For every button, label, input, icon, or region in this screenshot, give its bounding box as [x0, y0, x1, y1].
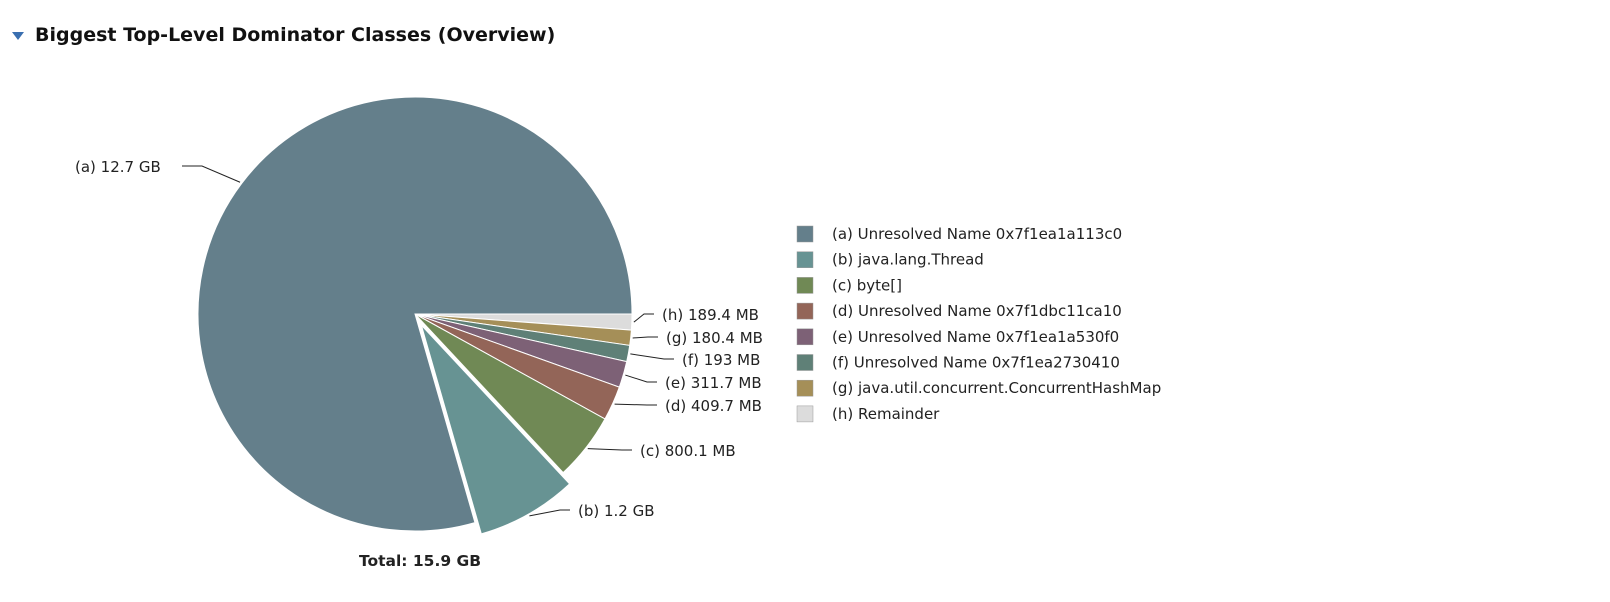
chart-legend: (a) Unresolved Name 0x7f1ea1a113c0 (b) ja…	[796, 225, 1161, 423]
slice-leader-line	[614, 403, 657, 406]
legend-swatch	[796, 302, 814, 320]
pie-slice[interactable]	[197, 96, 633, 532]
slice-label: (f) 193 MB	[682, 351, 760, 369]
pie-slices	[197, 96, 633, 535]
slice-label: (e) 311.7 MB	[665, 374, 762, 392]
legend-label: (e) Unresolved Name 0x7f1ea1a530f0	[832, 328, 1119, 346]
legend-label: (d) Unresolved Name 0x7f1dbc11ca10	[832, 302, 1122, 320]
slice-label: (g) 180.4 MB	[666, 329, 763, 347]
legend-swatch	[796, 251, 814, 268]
collapse-triangle-icon[interactable]	[12, 32, 24, 40]
slice-label: (c) 800.1 MB	[640, 442, 736, 460]
slice-leader-line	[182, 165, 241, 183]
legend-label: (h) Remainder	[832, 405, 940, 423]
slice-leader-line	[625, 374, 657, 383]
legend-label: (f) Unresolved Name 0x7f1ea2730410	[832, 354, 1120, 372]
legend-label: (b) java.lang.Thread	[832, 251, 984, 269]
legend-swatch	[796, 405, 814, 423]
section-header[interactable]: Biggest Top-Level Dominator Classes (Ove…	[12, 22, 555, 48]
legend-swatch	[796, 277, 814, 294]
legend-label: (a) Unresolved Name 0x7f1ea1a113c0	[832, 225, 1122, 243]
legend-swatch	[796, 225, 814, 243]
legend-swatch	[796, 354, 814, 371]
pie-slice[interactable]	[414, 313, 606, 474]
legend-swatch	[796, 328, 814, 346]
legend-label: (g) java.util.concurrent.ConcurrentHashM…	[832, 379, 1161, 397]
slice-label: (b) 1.2 GB	[578, 502, 655, 520]
slice-leader-line	[633, 313, 654, 323]
slice-leader-line	[630, 353, 674, 360]
slice-leader-line	[632, 336, 658, 339]
slice-label: (a) 12.7 GB	[75, 158, 161, 176]
slice-leader-line	[529, 509, 570, 517]
slice-label: (h) 189.4 MB	[662, 306, 759, 324]
legend-swatch	[796, 379, 814, 397]
slice-label: (d) 409.7 MB	[665, 397, 762, 415]
legend-label: (c) byte[]	[832, 276, 902, 294]
chart-total: Total: 15.9 GB	[359, 552, 481, 570]
slice-label-leaders	[182, 165, 674, 517]
slice-labels: (h) 189.4 MB (g) 180.4 MB (f) 193 MB (e) 31…	[75, 158, 763, 520]
pie-slice[interactable]	[420, 324, 571, 535]
slice-leader-line	[587, 448, 632, 451]
section-title: Biggest Top-Level Dominator Classes (Ove…	[35, 24, 556, 46]
